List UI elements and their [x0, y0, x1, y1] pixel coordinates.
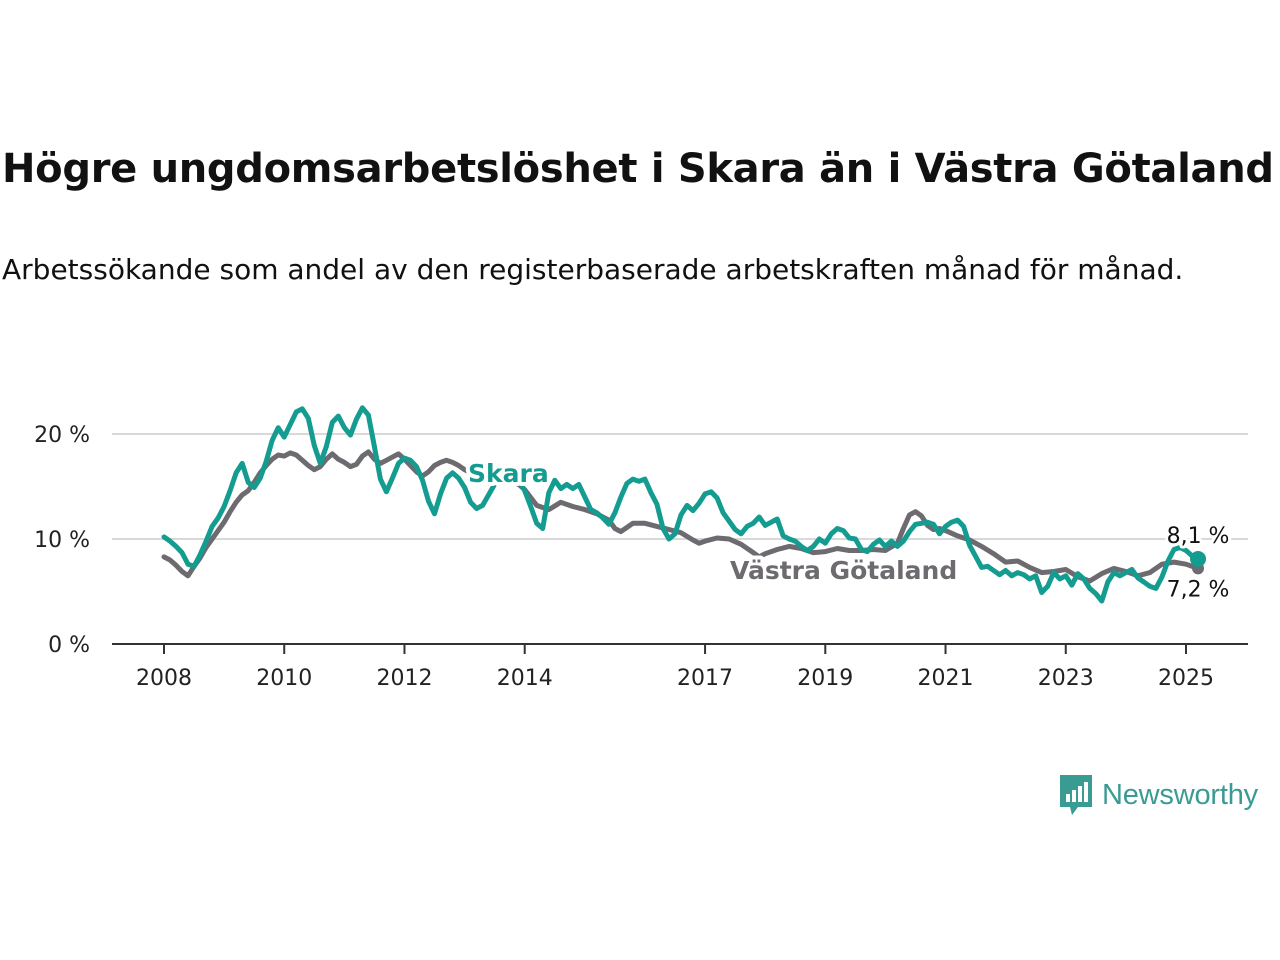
newsworthy-logo-text: Newsworthy — [1102, 778, 1258, 811]
x-tick-label: 2017 — [677, 666, 733, 691]
labels: 0 % 10 % 20 % 2008 2010 2012 2014 2017 2019 2021 2… — [34, 423, 1232, 691]
x-tick-label: 2014 — [497, 666, 553, 691]
y-tick-label: 10 % — [34, 528, 90, 553]
newsworthy-logo: Newsworthy — [1058, 772, 1258, 818]
end-value-label: 8,1 % — [1167, 524, 1230, 549]
chart-title: Högre ungdomsarbetslöshet i Skara än i V… — [2, 146, 1274, 192]
series-end-marker — [1190, 550, 1207, 567]
end-value-label: 7,2 % — [1167, 577, 1230, 602]
x-axis — [112, 643, 1248, 654]
y-tick-label: 20 % — [34, 423, 90, 448]
newsworthy-logo-icon — [1060, 775, 1092, 815]
series-group — [161, 405, 1201, 604]
x-tick-label: 2019 — [797, 666, 853, 691]
y-tick-label: 0 % — [48, 633, 90, 658]
series-label: Skara — [468, 459, 549, 488]
series-label: Västra Götaland — [730, 556, 957, 585]
series-label-halo: Västra Götaland — [730, 556, 957, 585]
end-value-halo: 7,2 % — [1167, 577, 1230, 602]
series-line-0 — [161, 449, 1201, 584]
x-tick-label: 2021 — [918, 666, 974, 691]
x-tick-label: 2025 — [1158, 666, 1214, 691]
grid — [112, 433, 1248, 540]
x-tick-label: 2010 — [256, 666, 312, 691]
x-tick-label: 2012 — [376, 666, 432, 691]
series-line-1 — [161, 405, 1201, 604]
x-tick-label: 2023 — [1038, 666, 1094, 691]
x-tick-label: 2008 — [136, 666, 192, 691]
end-value-halo: 8,1 % — [1167, 524, 1230, 549]
series-label-halo: Skara — [468, 459, 549, 488]
chart-subtitle: Arbetssökande som andel av den registerb… — [2, 253, 1184, 286]
